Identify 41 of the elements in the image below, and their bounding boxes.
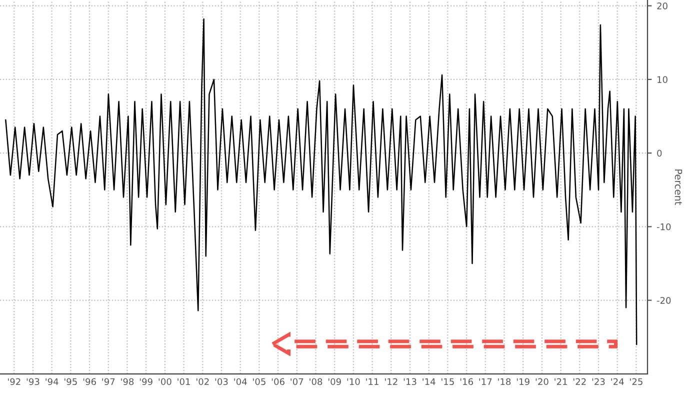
y-tick-label: -10 bbox=[656, 223, 671, 230]
x-tick-label: '03 bbox=[215, 378, 228, 386]
x-tick-label: '98 bbox=[121, 378, 134, 386]
x-tick-label: '21 bbox=[554, 378, 567, 385]
y-tick-label: 10 bbox=[658, 76, 668, 83]
x-tick-label: '95 bbox=[64, 378, 77, 386]
line-series bbox=[5, 18, 638, 346]
x-tick-label: '24 bbox=[611, 378, 624, 385]
x-tick-label: '19 bbox=[516, 378, 530, 386]
x-tick-label: '02 bbox=[196, 378, 209, 386]
x-tick-label: '93 bbox=[26, 378, 40, 386]
x-tick-label: '25 bbox=[630, 378, 642, 386]
y-axis-title: Percent bbox=[674, 170, 682, 205]
x-tick-label: '16 bbox=[460, 378, 473, 386]
x-tick-label: '17 bbox=[479, 378, 492, 385]
x-tick-label: '18 bbox=[498, 378, 511, 386]
x-tick-label: '06 bbox=[272, 378, 284, 386]
y-tick-label: 0 bbox=[657, 150, 662, 157]
x-tick-label: '92 bbox=[8, 378, 20, 386]
x-tick-label: '07 bbox=[290, 378, 304, 386]
x-tick-label: '15 bbox=[442, 378, 454, 386]
x-tick-label: '14 bbox=[422, 378, 436, 385]
x-tick-label: '12 bbox=[385, 378, 398, 385]
y-tick-label: 20 bbox=[657, 2, 668, 10]
x-tick-label: '94 bbox=[46, 378, 58, 386]
x-tick-label: '08 bbox=[310, 378, 322, 386]
x-tick-label: '11 bbox=[366, 378, 378, 385]
x-tick-label: '96 bbox=[83, 378, 96, 386]
y-tick-label: -20 bbox=[656, 297, 671, 304]
x-tick-label: '97 bbox=[102, 378, 115, 386]
x-tick-label: '20 bbox=[536, 378, 548, 386]
x-tick-label: '99 bbox=[140, 378, 152, 386]
x-tick-label: '22 bbox=[574, 378, 586, 385]
x-tick-label: '23 bbox=[592, 378, 605, 386]
x-tick-label: '04 bbox=[234, 378, 247, 386]
x-tick-label: '09 bbox=[328, 378, 341, 386]
x-tick-label: '13 bbox=[404, 378, 416, 386]
x-tick-label: '01 bbox=[178, 378, 190, 386]
x-tick-label: '00 bbox=[158, 378, 172, 386]
x-tick-label: '10 bbox=[347, 378, 360, 386]
x-tick-label: '05 bbox=[253, 378, 266, 386]
